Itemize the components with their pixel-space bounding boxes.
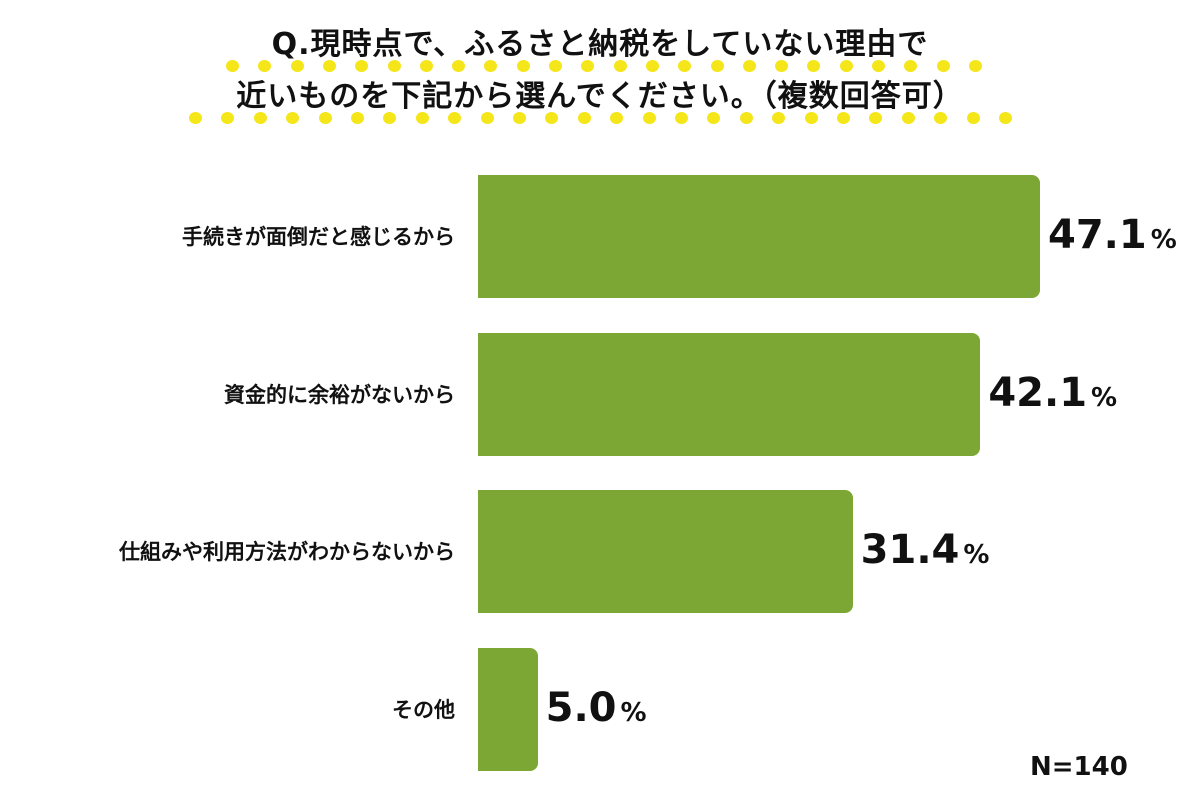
title-highlight-dot <box>286 112 300 124</box>
title-highlight-dot <box>549 60 563 72</box>
title-highlight-dot <box>253 112 267 124</box>
title-highlight-dot <box>645 60 659 72</box>
title-highlight-dot <box>545 112 559 124</box>
title-highlight-dot <box>642 112 656 124</box>
title-highlight-dot <box>966 112 980 124</box>
title-highlight-dot <box>969 60 982 72</box>
title-highlight-dot <box>484 60 498 72</box>
category-label: その他 <box>392 698 455 722</box>
title-highlight-dot <box>189 112 202 124</box>
title-highlight-dot <box>221 112 235 124</box>
chart-title-line-1: Q.現時点で、ふるさと納税をしていない理由で <box>271 27 929 62</box>
category-label: 資金的に余裕がないから <box>224 383 455 407</box>
title-highlight-dot <box>448 112 462 124</box>
title-highlight-dot <box>290 60 304 72</box>
title-highlight-dot <box>772 112 786 124</box>
title-highlight-dot <box>355 60 369 72</box>
title-highlight-dot <box>675 112 688 124</box>
title-highlight-dot <box>322 60 336 72</box>
title-highlight-dot <box>837 112 850 124</box>
bar <box>478 648 538 771</box>
title-highlight-dot <box>739 112 753 124</box>
title-highlight-dot <box>901 112 915 124</box>
title-highlight-dot <box>415 112 429 124</box>
value-unit: % <box>963 540 990 570</box>
title-highlight-dot <box>807 60 821 72</box>
value-unit: % <box>1150 225 1177 255</box>
title-highlight-dot <box>226 60 239 72</box>
title-highlight-dot <box>613 60 627 72</box>
title-highlight-dot <box>742 60 756 72</box>
title-highlight-dot <box>419 60 433 72</box>
title-highlight-dot <box>839 60 853 72</box>
value-number: 31.4 <box>860 527 960 573</box>
title-highlight-dot <box>710 60 724 72</box>
category-label: 手続きが面倒だと感じるから <box>182 225 455 249</box>
title-highlight-dot <box>804 112 818 124</box>
title-highlight-dot <box>610 112 624 124</box>
title-highlight-dot <box>318 112 332 124</box>
title-highlight-dot <box>936 60 950 72</box>
title-highlight-dot <box>904 60 918 72</box>
bar <box>478 175 1040 298</box>
value-number: 47.1 <box>1048 212 1147 258</box>
title-highlight-dot <box>452 60 466 72</box>
bar <box>478 333 981 456</box>
title-highlight-dot <box>480 112 494 124</box>
sample-size-label: N=140 <box>1030 752 1128 782</box>
title-highlight-dot <box>678 60 692 72</box>
value-unit: % <box>1091 383 1118 413</box>
value-number: 5.0 <box>545 685 617 731</box>
chart-title-line-2: 近いものを下記から選んでください。（複数回答可） <box>236 79 964 114</box>
title-highlight-dot <box>516 60 530 72</box>
bar <box>478 490 853 613</box>
title-highlight-dot <box>513 112 526 124</box>
value-label: 47.1% <box>1048 212 1177 266</box>
title-highlight-dot <box>581 60 595 72</box>
value-label: 42.1% <box>988 370 1117 424</box>
value-label: 31.4% <box>861 527 990 581</box>
title-highlight-dot <box>872 60 886 72</box>
title-highlight-dot <box>258 60 272 72</box>
title-highlight-dot <box>387 60 401 72</box>
title-highlight-dot <box>869 112 883 124</box>
title-highlight-dot <box>934 112 948 124</box>
title-highlight-dot <box>775 60 789 72</box>
title-highlight-dot <box>999 112 1012 124</box>
value-unit: % <box>620 698 647 728</box>
title-highlight-dot <box>351 112 364 124</box>
value-label: 5.0% <box>546 685 647 739</box>
title-highlight-dot <box>577 112 591 124</box>
title-highlight-dot <box>383 112 397 124</box>
category-label: 仕組みや利用方法がわからないから <box>119 540 455 564</box>
title-highlight-dot <box>707 112 721 124</box>
value-number: 42.1 <box>988 370 1088 416</box>
